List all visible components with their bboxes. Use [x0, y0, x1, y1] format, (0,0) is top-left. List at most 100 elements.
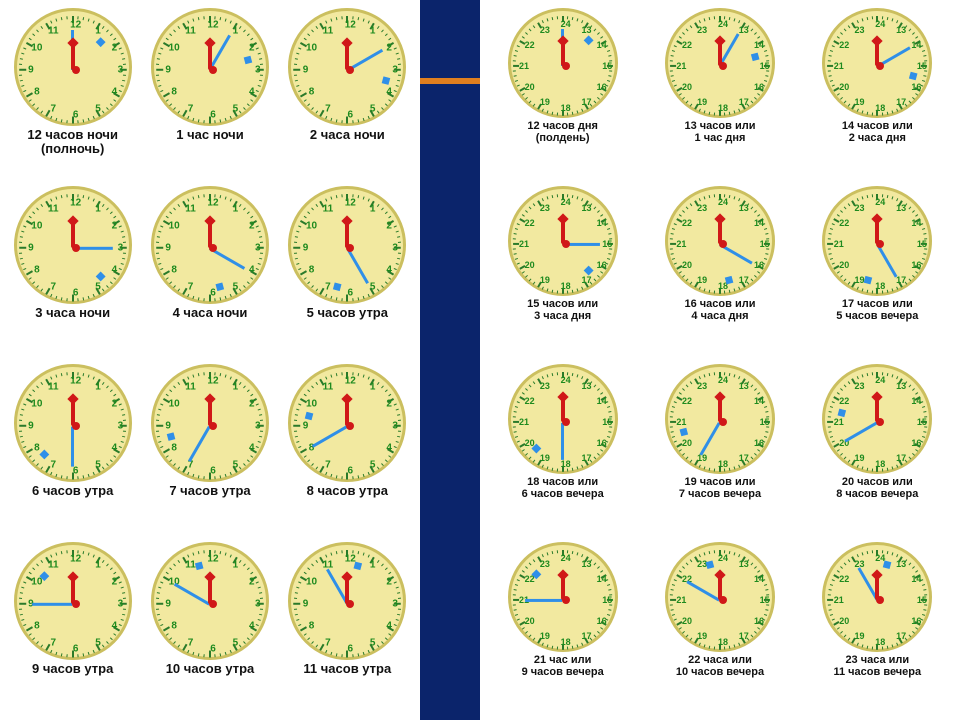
minute-tick: [83, 475, 85, 478]
clock-numeral: 21: [676, 239, 686, 249]
minute-tick: [522, 93, 525, 96]
minute-tick: [525, 453, 528, 456]
minute-tick: [174, 285, 177, 288]
minute-tick: [758, 271, 761, 274]
clock-numeral: 23: [540, 559, 550, 569]
minute-tick: [159, 619, 163, 621]
minute-tick: [830, 436, 833, 438]
hour-hand-tip: [557, 213, 568, 224]
minute-tick: [572, 112, 574, 115]
minute-tick: [600, 449, 603, 452]
minute-tick: [174, 386, 177, 389]
minute-tick: [170, 390, 173, 393]
minute-tick: [607, 614, 610, 616]
clock-label: 17 часов или 5 часов вечера: [836, 298, 918, 322]
minute-tick: [912, 97, 915, 100]
minute-tick: [110, 637, 113, 640]
clock-label: 20 часов или 8 часов вечера: [836, 476, 918, 500]
minute-tick: [597, 631, 600, 634]
center-pin: [346, 244, 354, 252]
clock-face: 123456789101112: [288, 542, 406, 660]
minute-tick: [608, 609, 611, 611]
minute-tick: [50, 650, 52, 653]
minute-tick: [170, 459, 173, 462]
minute-tick: [600, 627, 603, 630]
minute-tick: [295, 414, 298, 416]
minute-tick: [923, 55, 926, 57]
minute-tick: [522, 627, 525, 630]
clock-numeral: 5: [370, 281, 376, 292]
clock-numeral: 9: [165, 65, 171, 76]
minute-tick: [198, 195, 200, 198]
minute-tick: [607, 258, 610, 260]
clock-numeral: 20: [839, 82, 849, 92]
minute-tick: [922, 614, 925, 616]
clock-numeral: 11: [48, 382, 59, 393]
clock-face: 123456789101112: [288, 8, 406, 126]
clock-numeral: 9: [303, 599, 309, 610]
clock-numeral: 8: [171, 87, 177, 98]
clock-numeral: 17: [896, 275, 906, 285]
clock-numeral: 22: [682, 40, 692, 50]
clock-numeral: 20: [682, 82, 692, 92]
minute-tick: [174, 208, 177, 211]
minute-tick: [751, 278, 754, 281]
clock-numeral: 19: [854, 275, 864, 285]
minute-tick: [384, 568, 387, 571]
minute-tick: [156, 242, 159, 243]
minute-tick: [837, 271, 840, 274]
minute-tick: [23, 226, 26, 228]
minute-tick: [336, 373, 338, 376]
minute-tick: [110, 34, 113, 37]
minute-hand: [700, 421, 721, 455]
clock-numeral: 15: [760, 61, 770, 71]
clock-numeral: 6: [348, 643, 354, 654]
hour-hand-tip: [714, 569, 725, 580]
minute-tick: [515, 584, 518, 586]
minute-tick: [683, 388, 686, 391]
minute-tick: [156, 253, 159, 254]
minute-tick: [294, 609, 297, 610]
clock-numeral: 19: [540, 97, 550, 107]
minute-tick: [758, 36, 761, 39]
minute-tick: [198, 119, 200, 122]
minute-tick: [581, 376, 583, 379]
minute-tick: [157, 592, 160, 594]
clock-numeral: 14: [597, 396, 607, 406]
minute-tick: [315, 466, 318, 469]
minute-tick: [204, 654, 205, 657]
clock-numeral: 4: [112, 265, 118, 276]
minute-tick: [32, 568, 35, 571]
hour-tick: [670, 421, 676, 423]
minute-tick: [734, 466, 736, 469]
minute-tick: [912, 32, 915, 35]
clock-numeral: 7: [188, 281, 194, 292]
minute-tick: [679, 36, 682, 39]
minute-tick: [857, 20, 859, 23]
clock-numeral: 11: [323, 382, 334, 393]
clock-numeral: 3: [392, 599, 398, 610]
minute-tick: [225, 197, 227, 201]
minute-tick: [848, 381, 851, 384]
minute-tick: [522, 570, 525, 573]
minute-tick: [517, 45, 520, 47]
minute-tick: [828, 589, 831, 591]
center-pin: [72, 66, 80, 74]
minute-tick: [754, 210, 757, 213]
minute-tick: [828, 70, 831, 71]
clock-numeral: 12: [345, 20, 356, 31]
minute-tick: [307, 34, 310, 37]
minute-tick: [377, 466, 380, 469]
minute-tick: [709, 373, 711, 376]
minute-tick: [304, 99, 307, 102]
minute-tick: [679, 214, 682, 217]
clock-cell: 1234567891011126 часов утра: [6, 364, 139, 538]
minute-tick: [230, 199, 232, 202]
minute-tick: [751, 207, 754, 210]
minute-tick: [679, 570, 682, 573]
clock-numeral: 23: [540, 203, 550, 213]
minute-tick: [766, 431, 769, 433]
minute-tick: [102, 560, 105, 563]
minute-tick: [381, 564, 384, 567]
minute-tick: [397, 236, 400, 238]
